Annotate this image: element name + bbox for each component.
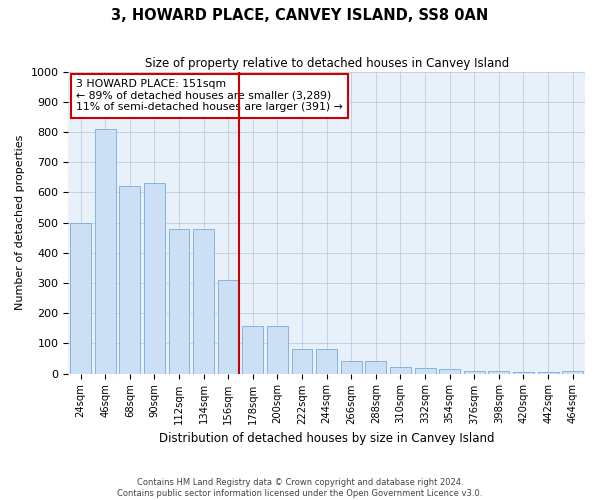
- Title: Size of property relative to detached houses in Canvey Island: Size of property relative to detached ho…: [145, 58, 509, 70]
- Bar: [242, 326, 263, 374]
- Bar: [95, 129, 116, 374]
- Bar: [70, 222, 91, 374]
- Bar: [562, 371, 583, 374]
- Bar: [218, 280, 239, 374]
- Y-axis label: Number of detached properties: Number of detached properties: [15, 135, 25, 310]
- Bar: [292, 350, 313, 374]
- Bar: [439, 370, 460, 374]
- Bar: [538, 372, 559, 374]
- Text: 3, HOWARD PLACE, CANVEY ISLAND, SS8 0AN: 3, HOWARD PLACE, CANVEY ISLAND, SS8 0AN: [112, 8, 488, 22]
- Bar: [119, 186, 140, 374]
- Bar: [365, 361, 386, 374]
- Bar: [144, 184, 165, 374]
- Bar: [488, 371, 509, 374]
- Bar: [193, 228, 214, 374]
- Text: Contains HM Land Registry data © Crown copyright and database right 2024.
Contai: Contains HM Land Registry data © Crown c…: [118, 478, 482, 498]
- Bar: [267, 326, 288, 374]
- Bar: [341, 361, 362, 374]
- Bar: [464, 370, 485, 374]
- Bar: [513, 372, 534, 374]
- Bar: [316, 350, 337, 374]
- X-axis label: Distribution of detached houses by size in Canvey Island: Distribution of detached houses by size …: [159, 432, 494, 445]
- Bar: [415, 368, 436, 374]
- Bar: [390, 367, 411, 374]
- Bar: [169, 228, 190, 374]
- Text: 3 HOWARD PLACE: 151sqm
← 89% of detached houses are smaller (3,289)
11% of semi-: 3 HOWARD PLACE: 151sqm ← 89% of detached…: [76, 79, 343, 112]
